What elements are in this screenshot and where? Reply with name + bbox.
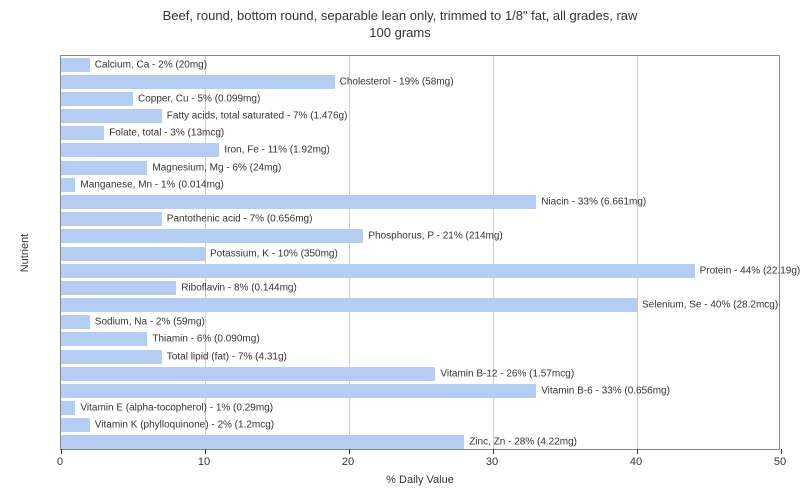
nutrient-bar [61, 58, 90, 72]
nutrient-bar-label: Vitamin B-6 - 33% (0.656mg) [541, 385, 670, 396]
nutrient-bar-label: Vitamin K (phylloquinone) - 2% (1.2mcg) [95, 420, 274, 431]
nutrient-bar-label: Iron, Fe - 11% (1.92mg) [224, 145, 329, 156]
nutrient-bar [61, 264, 695, 278]
nutrient-bar [61, 126, 104, 140]
nutrient-bar [61, 281, 176, 295]
nutrient-bar-label: Phosphorus, P - 21% (214mg) [368, 231, 502, 242]
x-tick-label: 30 [486, 456, 498, 468]
nutrient-bar [61, 229, 363, 243]
x-tick-label: 20 [342, 456, 354, 468]
nutrient-bar [61, 178, 75, 192]
x-tick-label: 40 [630, 456, 642, 468]
nutrient-bar-label: Folate, total - 3% (13mcg) [109, 128, 224, 139]
chart-title: Beef, round, bottom round, separable lea… [0, 8, 800, 42]
plot-area: Calcium, Ca - 2% (20mg) Cholesterol - 19%… [60, 55, 780, 450]
nutrient-bar [61, 418, 90, 432]
x-tick [61, 449, 62, 454]
nutrient-bar-label: Vitamin E (alpha-tocopherol) - 1% (0.29m… [80, 403, 273, 414]
nutrient-bar-label: Magnesium, Mg - 6% (24mg) [152, 162, 281, 173]
x-tick-label: 0 [57, 456, 63, 468]
x-tick [349, 449, 350, 454]
nutrient-bar [61, 143, 219, 157]
chart-container: Beef, round, bottom round, separable lea… [0, 0, 800, 500]
nutrient-bar-label: Fatty acids, total saturated - 7% (1.476… [167, 111, 348, 122]
nutrient-bar [61, 401, 75, 415]
x-tick [205, 449, 206, 454]
x-tick [493, 449, 494, 454]
nutrient-bar-label: Selenium, Se - 40% (28.2mcg) [642, 300, 778, 311]
nutrient-bar [61, 384, 536, 398]
nutrient-bar-label: Vitamin B-12 - 26% (1.57mcg) [440, 368, 574, 379]
nutrient-bar [61, 332, 147, 346]
nutrient-bar [61, 315, 90, 329]
nutrient-bar-label: Potassium, K - 10% (350mg) [210, 248, 338, 259]
nutrient-bar [61, 350, 162, 364]
nutrient-bar [61, 75, 335, 89]
nutrient-bar [61, 435, 464, 449]
nutrient-bar-label: Cholesterol - 19% (58mg) [340, 76, 454, 87]
nutrient-bar-label: Thiamin - 6% (0.090mg) [152, 334, 259, 345]
nutrient-bar-label: Calcium, Ca - 2% (20mg) [95, 59, 207, 70]
nutrient-bar [61, 247, 205, 261]
nutrient-bar-label: Sodium, Na - 2% (59mg) [95, 317, 205, 328]
y-axis-label: Nutrient [19, 233, 31, 272]
nutrient-bar-label: Zinc, Zn - 28% (4.22mg) [469, 437, 577, 448]
x-tick-label: 10 [198, 456, 210, 468]
chart-title-line1: Beef, round, bottom round, separable lea… [163, 8, 638, 23]
nutrient-bar [61, 212, 162, 226]
nutrient-bar-label: Manganese, Mn - 1% (0.014mg) [80, 179, 223, 190]
x-tick [637, 449, 638, 454]
nutrient-bar [61, 109, 162, 123]
nutrient-bar [61, 367, 435, 381]
nutrient-bar [61, 161, 147, 175]
nutrient-bar-label: Protein - 44% (22.19g) [700, 265, 800, 276]
x-tick [781, 449, 782, 454]
nutrient-bar-label: Pantothenic acid - 7% (0.656mg) [167, 214, 313, 225]
nutrient-bar [61, 298, 637, 312]
nutrient-bar [61, 92, 133, 106]
x-tick-label: 50 [774, 456, 786, 468]
nutrient-bar-label: Niacin - 33% (6.661mg) [541, 196, 646, 207]
nutrient-bar-label: Total lipid (fat) - 7% (4.31g) [167, 351, 287, 362]
chart-title-line2: 100 grams [369, 25, 430, 40]
x-axis-label: % Daily Value [386, 474, 454, 486]
nutrient-bar-label: Copper, Cu - 5% (0.099mg) [138, 93, 260, 104]
nutrient-bar-label: Riboflavin - 8% (0.144mg) [181, 282, 297, 293]
nutrient-bar [61, 195, 536, 209]
